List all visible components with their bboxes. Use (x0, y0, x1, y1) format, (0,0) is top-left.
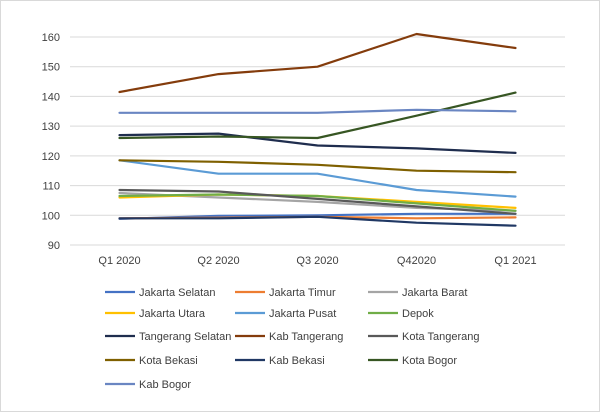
legend-label: Kab Bogor (139, 379, 191, 391)
y-tick-label: 160 (42, 32, 60, 44)
legend-label: Jakarta Selatan (139, 287, 215, 299)
legend-label: Depok (402, 308, 434, 320)
x-tick-label: Q2 2020 (197, 255, 239, 267)
series-line (118, 108, 517, 114)
legend-label: Tangerang Selatan (139, 331, 231, 343)
y-tick-label: 130 (42, 121, 60, 133)
series-line (118, 159, 517, 174)
x-tick-label: Q1 2020 (98, 255, 140, 267)
y-tick-label: 100 (42, 210, 60, 222)
series-line (118, 215, 517, 227)
series-line (118, 159, 517, 198)
legend-label: Jakarta Utara (139, 308, 206, 320)
legend-label: Kota Bekasi (139, 355, 198, 367)
legend-label: Jakarta Pusat (269, 308, 336, 320)
y-axis-tick-labels: 90 100 110 120 130 140 150 160 (42, 32, 60, 252)
legend-label: Jakarta Barat (402, 287, 467, 299)
legend-label: Kab Tangerang (269, 331, 343, 343)
x-tick-label: Q42020 (397, 255, 436, 267)
legend: Jakarta Selatan Jakarta Timur Jakarta Bara… (105, 287, 479, 391)
y-tick-label: 120 (42, 151, 60, 163)
series-line (118, 32, 517, 94)
y-tick-label: 110 (42, 181, 60, 193)
legend-label: Kab Bekasi (269, 355, 325, 367)
x-axis-tick-labels: Q1 2020 Q2 2020 Q3 2020 Q42020 Q1 2021 (98, 255, 536, 267)
legend-label: Kota Bogor (402, 355, 457, 367)
series-line (118, 132, 517, 154)
y-tick-label: 90 (48, 240, 60, 252)
series-line (118, 193, 517, 212)
x-tick-label: Q3 2020 (296, 255, 338, 267)
series-lines (118, 32, 517, 227)
series-line (118, 91, 517, 140)
y-tick-label: 140 (42, 91, 60, 103)
legend-label: Jakarta Timur (269, 287, 336, 299)
legend-label: Kota Tangerang (402, 331, 479, 343)
y-tick-label: 150 (42, 62, 60, 74)
series-line (118, 188, 517, 215)
x-tick-label: Q1 2021 (494, 255, 536, 267)
gridlines (70, 36, 565, 246)
